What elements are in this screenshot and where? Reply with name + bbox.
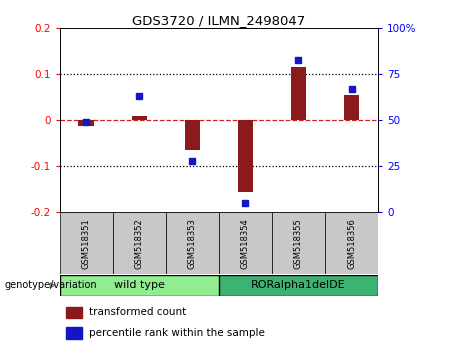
Text: transformed count: transformed count <box>89 307 186 318</box>
Text: GSM518356: GSM518356 <box>347 218 356 269</box>
Bar <box>166 212 219 274</box>
Bar <box>60 275 219 296</box>
Bar <box>325 212 378 274</box>
Title: GDS3720 / ILMN_2498047: GDS3720 / ILMN_2498047 <box>132 14 306 27</box>
Text: GSM518355: GSM518355 <box>294 218 303 269</box>
Text: percentile rank within the sample: percentile rank within the sample <box>89 328 265 338</box>
Text: wild type: wild type <box>114 280 165 290</box>
Bar <box>66 307 82 318</box>
Text: RORalpha1delDE: RORalpha1delDE <box>251 280 346 290</box>
Text: GSM518351: GSM518351 <box>82 218 91 269</box>
Text: genotype/variation: genotype/variation <box>5 280 97 290</box>
Text: GSM518352: GSM518352 <box>135 218 144 269</box>
Text: GSM518353: GSM518353 <box>188 218 197 269</box>
Bar <box>272 212 325 274</box>
Text: GSM518354: GSM518354 <box>241 218 250 269</box>
Bar <box>237 120 254 192</box>
Bar <box>66 327 82 339</box>
Bar <box>113 212 166 274</box>
Bar <box>60 212 113 274</box>
Bar <box>131 116 148 120</box>
Bar <box>290 67 307 120</box>
Bar <box>78 120 95 126</box>
Bar <box>219 275 378 296</box>
Bar <box>343 95 360 120</box>
Bar <box>219 212 272 274</box>
Bar <box>184 120 201 150</box>
